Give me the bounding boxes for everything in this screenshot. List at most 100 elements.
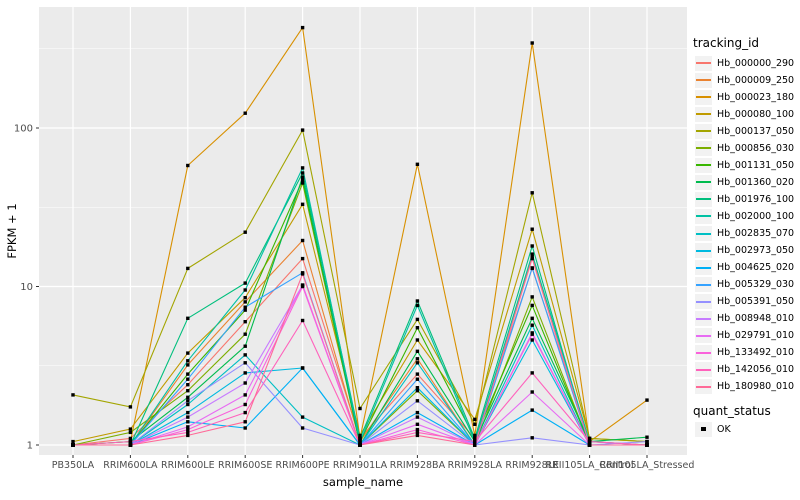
- data-point: [473, 417, 477, 422]
- data-point: [358, 443, 362, 447]
- data-point: [243, 308, 247, 312]
- x-tick-label: RRIM928LE: [505, 460, 559, 471]
- data-point: [186, 425, 190, 429]
- data-point: [71, 443, 75, 447]
- legend-key: [695, 140, 712, 156]
- data-point: [530, 266, 534, 270]
- data-point: [243, 420, 247, 424]
- legend-key: [695, 174, 712, 190]
- data-point: [415, 422, 420, 426]
- data-point: [415, 377, 420, 381]
- data-point: [186, 395, 190, 399]
- data-point: [530, 41, 534, 45]
- data-point: [645, 435, 649, 439]
- data-point: [358, 439, 362, 444]
- legend-color-line: [696, 62, 711, 64]
- data-point: [415, 389, 420, 393]
- legend-key: [695, 260, 712, 276]
- data-point: [473, 436, 477, 441]
- data-point: [243, 281, 247, 285]
- data-point: [645, 443, 649, 447]
- x-tick-label: RRII105LA_Control: [546, 460, 634, 471]
- legend-entry: Hb_000856_030: [695, 140, 794, 157]
- data-point: [186, 433, 190, 438]
- legend-color-line: [696, 113, 711, 116]
- legend-key: [695, 362, 712, 378]
- x-tick-label: RRIM600LE: [161, 460, 215, 471]
- data-point: [415, 357, 420, 361]
- data-point: [128, 405, 133, 409]
- data-point: [243, 300, 247, 304]
- legend-color-line: [696, 181, 711, 184]
- legend-entry: Hb_029791_010: [695, 327, 794, 344]
- legend-label: Hb_001360_020: [717, 176, 795, 188]
- data-point: [243, 402, 247, 407]
- data-point: [415, 427, 420, 432]
- data-point: [415, 361, 420, 365]
- legend-color-line: [696, 147, 711, 150]
- data-point: [300, 181, 305, 185]
- legend-label: Hb_004625_020: [717, 262, 795, 274]
- data-point: [186, 399, 190, 403]
- legend-label: Hb_008948_010: [717, 313, 795, 325]
- legend-color-line: [696, 96, 711, 99]
- data-point: [186, 363, 190, 367]
- data-point: [243, 230, 247, 234]
- data-point: [530, 255, 534, 259]
- data-point: [415, 430, 420, 435]
- legend-key: [695, 277, 712, 293]
- data-point: [530, 303, 534, 308]
- data-point: [587, 436, 592, 441]
- ok-point-icon: [701, 426, 706, 432]
- data-point: [530, 408, 534, 412]
- x-tick-label: RRIM928BA: [390, 460, 446, 471]
- data-point: [645, 439, 649, 444]
- legend-color-line: [696, 215, 711, 218]
- data-point: [300, 415, 305, 419]
- legend-color-line: [696, 198, 711, 201]
- data-point: [300, 25, 305, 30]
- data-point: [186, 383, 190, 387]
- data-point: [415, 299, 420, 303]
- legend-label: Hb_000137_050: [717, 125, 795, 137]
- legend-color-line: [696, 232, 711, 235]
- data-point: [530, 371, 534, 375]
- x-tick-label: RRIM600SE: [218, 460, 272, 471]
- legend-label: Hb_000023_180: [717, 91, 795, 103]
- legend-key: [695, 379, 712, 395]
- legend-entry: Hb_001360_020: [695, 174, 794, 191]
- data-point: [530, 244, 534, 248]
- data-point: [243, 344, 247, 348]
- data-point: [358, 406, 362, 411]
- data-point: [243, 393, 247, 397]
- data-point: [415, 433, 420, 438]
- legend-label: Hb_005391_050: [717, 296, 795, 308]
- data-point: [415, 162, 420, 166]
- legend-color-line: [696, 317, 711, 320]
- legend-key: [695, 123, 712, 139]
- legend-color-line: [696, 351, 711, 354]
- data-point: [186, 266, 190, 271]
- data-point: [415, 317, 420, 322]
- legend-color-line: [696, 249, 711, 252]
- data-point: [587, 443, 592, 447]
- legend-label: Hb_000000_290: [717, 57, 795, 69]
- data-point: [530, 338, 534, 342]
- data-point: [300, 166, 305, 170]
- legend-key: [695, 294, 712, 310]
- y-tick-label: 100: [14, 124, 33, 135]
- data-point: [243, 111, 247, 115]
- data-point: [128, 443, 133, 447]
- legend-label: Hb_000080_100: [717, 108, 795, 120]
- data-point: [530, 316, 534, 320]
- data-point: [415, 303, 420, 308]
- legend-key: [695, 208, 712, 224]
- data-point: [415, 349, 420, 353]
- legend-key: [695, 311, 712, 327]
- legend-label: Hb_142056_010: [717, 364, 795, 376]
- legend-entry: Hb_180980_010: [695, 378, 794, 395]
- data-point: [300, 318, 305, 323]
- legend-label: Hb_133492_010: [717, 347, 795, 359]
- legend-entry: Hb_004625_020: [695, 259, 794, 276]
